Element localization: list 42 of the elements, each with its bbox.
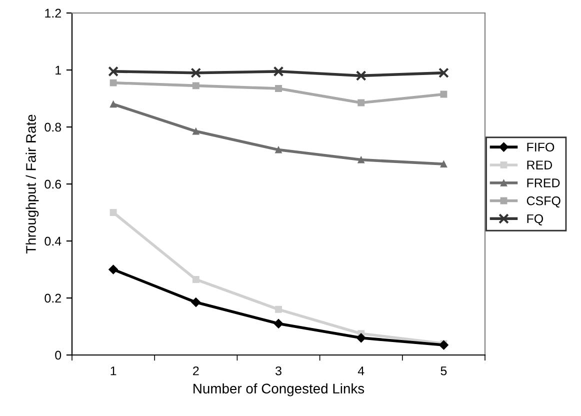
y-tick-label: 0 [55,350,62,360]
point [110,209,117,216]
point [192,276,200,283]
y-tick-label: 0.2 [44,294,61,303]
point [358,99,365,106]
point [438,68,449,78]
y-axis-title: Throughput / Fair Rate [26,114,39,254]
point [275,146,282,154]
y-tick-label: 0.4 [44,236,62,246]
point [356,333,366,343]
point [108,264,118,274]
x-tick-label: 3 [276,366,282,376]
x-tick-label: 2 [193,366,199,376]
legend-label: FIFO [527,142,554,152]
point [190,68,202,78]
legend-label: RED [527,160,552,170]
y-tick-label: 1.2 [45,8,61,18]
point [192,82,200,90]
point [110,79,117,86]
x-tick-label: 4 [358,366,364,376]
point [273,66,284,77]
point [438,340,448,350]
point [358,156,365,164]
legend-label: FQ [527,214,544,226]
legend-label: CSFQ [526,196,560,208]
point [110,100,117,108]
y-tick-label: 0.8 [44,122,62,132]
point [440,160,448,168]
y-tick-label: 0.6 [44,180,62,189]
legend-label: FRED [527,178,560,188]
point [275,85,282,92]
x-tick-label: 5 [440,366,447,376]
point [440,90,448,98]
point [274,318,284,328]
point [191,298,201,308]
point [356,70,366,81]
point [275,306,282,313]
point [192,128,200,135]
y-tick-label: 1 [56,66,61,75]
point [108,66,119,77]
x-axis-title: Number of Congested Links [194,383,364,396]
x-tick-label: 1 [110,366,116,376]
